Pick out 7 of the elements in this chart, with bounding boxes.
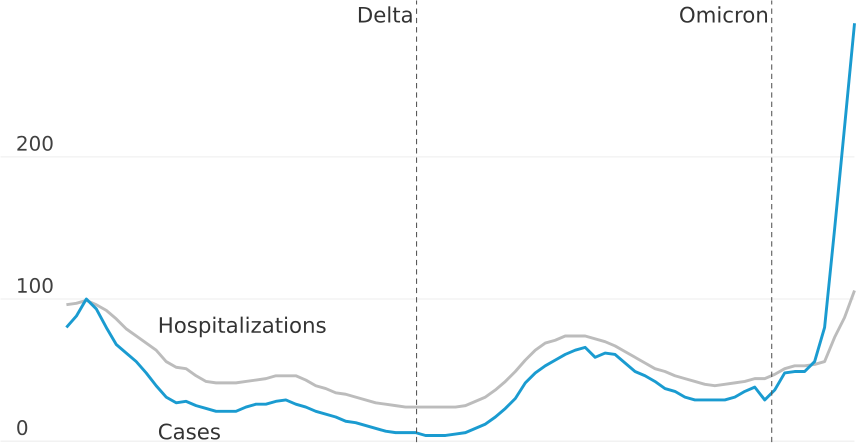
y-tick-label: 200 [17,136,53,152]
series-label: Hospitalizations [160,316,326,338]
annotation: Delta [358,6,412,23]
y-tick-label: 100 [18,278,53,294]
annotation: Omicron [680,6,768,23]
y-tick-label: 0 [17,420,28,436]
series-label: Cases [158,424,220,440]
